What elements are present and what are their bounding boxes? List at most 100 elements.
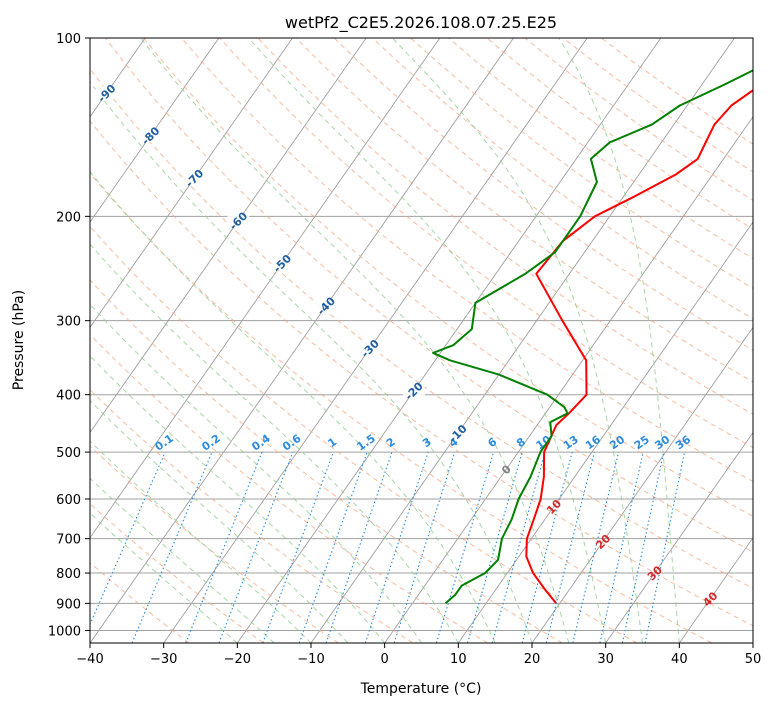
isotherm-line — [163, 38, 588, 643]
mixing-ratio-line — [364, 451, 429, 643]
isotherm-label: -30 — [359, 337, 382, 360]
moist-adiabat-line — [90, 171, 496, 643]
dry-adiabat-line — [410, 38, 753, 290]
dry-adiabat-line — [104, 38, 753, 553]
moist-adiabat-line — [558, 38, 680, 643]
dry-adiabat-line — [90, 120, 753, 627]
dry-adiabat-line — [601, 38, 753, 145]
y-tick-label: 500 — [56, 446, 81, 461]
isotherm-line — [457, 221, 753, 643]
mixing-ratio-line — [393, 451, 456, 643]
mixing-ratio-line — [521, 451, 573, 643]
mixing-ratio-line — [491, 451, 546, 643]
y-tick-label: 800 — [56, 567, 81, 582]
y-tick-label: 300 — [56, 315, 81, 330]
dry-adiabat-line — [143, 38, 753, 517]
isotherm-line — [605, 431, 753, 643]
dry-adiabat-line — [90, 389, 414, 643]
adiabat-label: 30 — [645, 563, 665, 583]
dry-adiabat-line — [90, 172, 712, 643]
moist-adiabat-line — [90, 81, 533, 643]
dry-adiabat-line — [486, 38, 753, 230]
y-tick-label: 200 — [56, 210, 81, 225]
dry-adiabat-line — [372, 38, 753, 320]
x-tick-label: 10 — [450, 652, 467, 667]
isotherm-label: -70 — [183, 167, 206, 190]
dry-adiabat-line — [90, 68, 753, 589]
dry-adiabat-line — [90, 225, 638, 643]
isotherm-line — [90, 38, 293, 329]
moist-adiabat-line — [140, 38, 570, 643]
moist-adiabat-line — [90, 355, 386, 643]
x-tick-label: 0 — [381, 652, 389, 667]
dewpoint-profile — [432, 69, 753, 605]
dry-adiabat-line — [90, 279, 563, 643]
x-tick-label: −40 — [76, 652, 103, 667]
y-tick-label: 900 — [56, 597, 81, 612]
background-lines — [90, 38, 753, 643]
isotherm-line — [90, 38, 441, 539]
x-tick-label: 30 — [597, 652, 614, 667]
mixing-ratio-label: 0.4 — [249, 432, 273, 454]
x-tick-label: 50 — [745, 652, 762, 667]
x-tick-label: −20 — [224, 652, 251, 667]
y-tick-label: 700 — [56, 533, 81, 548]
dry-adiabat-line — [181, 38, 753, 483]
isotherm-label-bg — [402, 383, 425, 397]
isotherm-label-bg — [139, 128, 162, 142]
mixing-ratio-line — [325, 451, 393, 643]
mixing-ratio-line — [599, 451, 644, 643]
y-tick-label: 600 — [56, 493, 81, 508]
mixing-ratio-line — [466, 451, 523, 643]
isotherm-label-bg — [446, 426, 469, 440]
x-axis-label: Temperature (°C) — [360, 681, 482, 697]
isotherm-label: -60 — [227, 209, 250, 232]
y-axis-label: Pressure (hPa) — [11, 290, 27, 390]
moist-adiabat-line — [90, 512, 238, 643]
isotherm-label-bg — [95, 86, 118, 100]
adiabat-label: 40 — [700, 589, 720, 609]
isotherm-label-bg — [271, 256, 294, 270]
moist-adiabat-line — [90, 477, 275, 643]
x-tick-label: −30 — [150, 652, 177, 667]
isotherm-line — [384, 116, 753, 643]
mixing-ratio-label: 0.2 — [199, 432, 222, 454]
mixing-ratio-line — [131, 451, 213, 643]
isotherm-label: -50 — [271, 252, 294, 275]
isotherm-label: -80 — [139, 124, 162, 147]
mixing-ratio-label: 3 — [420, 435, 434, 450]
adiabat-label: 20 — [593, 532, 613, 552]
mixing-ratio-line — [621, 451, 665, 643]
dry-adiabat-line — [257, 38, 753, 415]
mixing-ratio-line — [435, 451, 495, 643]
mixing-ratio-line — [298, 451, 368, 643]
mixing-ratio-line — [545, 451, 595, 643]
isotherm-label: -20 — [403, 379, 426, 402]
mixing-ratio-label: 0.1 — [153, 432, 176, 454]
mixing-ratio-label: 1 — [326, 435, 340, 450]
mixing-ratio-label: 25 — [632, 433, 652, 452]
dry-adiabat-line — [90, 445, 339, 643]
mixing-ratio-label: 13 — [561, 433, 581, 452]
dry-adiabat-line — [90, 503, 264, 643]
mixing-ratio-label: 2 — [384, 435, 398, 450]
y-tick-label: 1000 — [48, 624, 81, 639]
isotherm-line — [236, 38, 662, 643]
y-tick-label: 400 — [56, 389, 81, 404]
isotherm-label-bg — [315, 298, 338, 312]
axis-ticks: −40 −30 −20 −10 0 10 20 30 40 50 100 200 300 400 500 60… — [48, 32, 761, 667]
profiles — [432, 69, 753, 605]
x-tick-label: 20 — [524, 652, 541, 667]
x-tick-label: −10 — [297, 652, 324, 667]
temperature-profile — [525, 89, 753, 604]
isotherm-line — [531, 326, 753, 643]
mixing-ratio-label: 30 — [652, 433, 672, 453]
dry-adiabat-line — [90, 561, 190, 643]
isotherm-line — [90, 38, 514, 643]
y-tick-label: 100 — [56, 32, 81, 47]
mixing-ratio-label: 36 — [673, 433, 693, 453]
dry-adiabat-line — [333, 38, 753, 351]
dry-adiabat-line — [295, 38, 753, 383]
dry-adiabat-line — [90, 333, 488, 643]
